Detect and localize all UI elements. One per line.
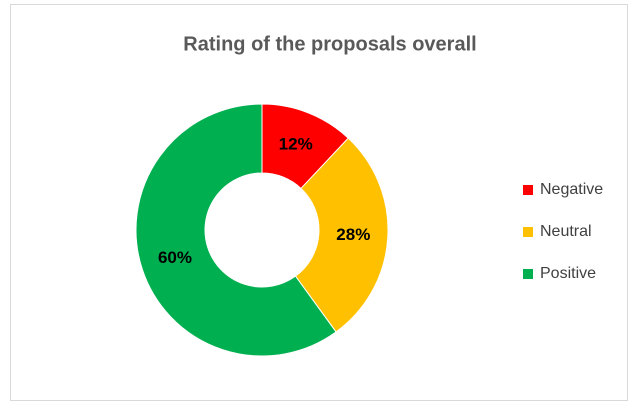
donut-slice xyxy=(294,137,389,333)
legend-swatch xyxy=(523,227,533,237)
donut-slice xyxy=(135,103,337,357)
data-label: 28% xyxy=(336,225,370,244)
chart-title: Rating of the proposals overall xyxy=(183,33,476,55)
legend-label: Positive xyxy=(540,265,596,282)
data-label: 60% xyxy=(158,248,192,267)
legend-label: Negative xyxy=(540,181,603,198)
data-label: 12% xyxy=(279,134,313,153)
legend-swatch xyxy=(523,185,533,195)
legend-label: Neutral xyxy=(540,223,592,240)
legend-swatch xyxy=(523,269,533,279)
